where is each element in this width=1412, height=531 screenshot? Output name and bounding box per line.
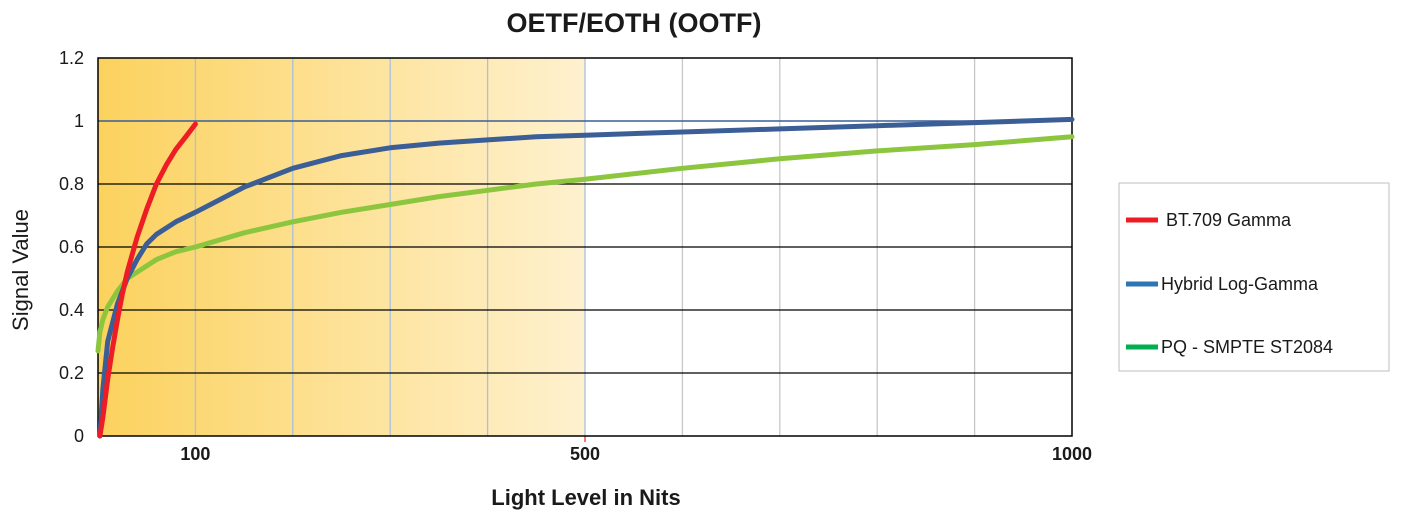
legend: BT.709 Gamma Hybrid Log-Gamma PQ - SMPTE S… <box>1118 182 1390 372</box>
x-axis-title: Light Level in Nits <box>491 485 680 510</box>
series-layer <box>95 116 1075 439</box>
y-tick-label: 0.2 <box>59 363 84 383</box>
legend-label-3: PQ - SMPTE ST2084 <box>1161 337 1333 357</box>
y-tick-labels: 0 0.2 0.4 0.6 0.8 1 1.2 <box>59 48 84 446</box>
y-tick-label: 0.4 <box>59 300 84 320</box>
y-tick-label: 0.8 <box>59 174 84 194</box>
y-axis-title: Signal Value <box>8 209 33 331</box>
y-tick-label: 0.6 <box>59 237 84 257</box>
y-tick-label: 0 <box>74 426 84 446</box>
x-tick-label: 1000 <box>1052 444 1092 464</box>
series-line-3 <box>95 134 1075 354</box>
y-tick-label: 1 <box>74 111 84 131</box>
legend-box <box>1118 182 1390 372</box>
plot-border <box>97 57 1073 437</box>
y-tick-label: 1.2 <box>59 48 84 68</box>
series-line-1 <box>97 121 198 439</box>
x-tick-labels: 100 500 1000 <box>180 444 1092 464</box>
legend-label-1: BT.709 Gamma <box>1166 210 1292 230</box>
x-tick-label: 500 <box>570 444 600 464</box>
legend-label-2: Hybrid Log-Gamma <box>1161 274 1319 294</box>
chart-title: OETF/EOTH (OOTF) <box>507 8 762 38</box>
x-tick-label: 100 <box>180 444 210 464</box>
